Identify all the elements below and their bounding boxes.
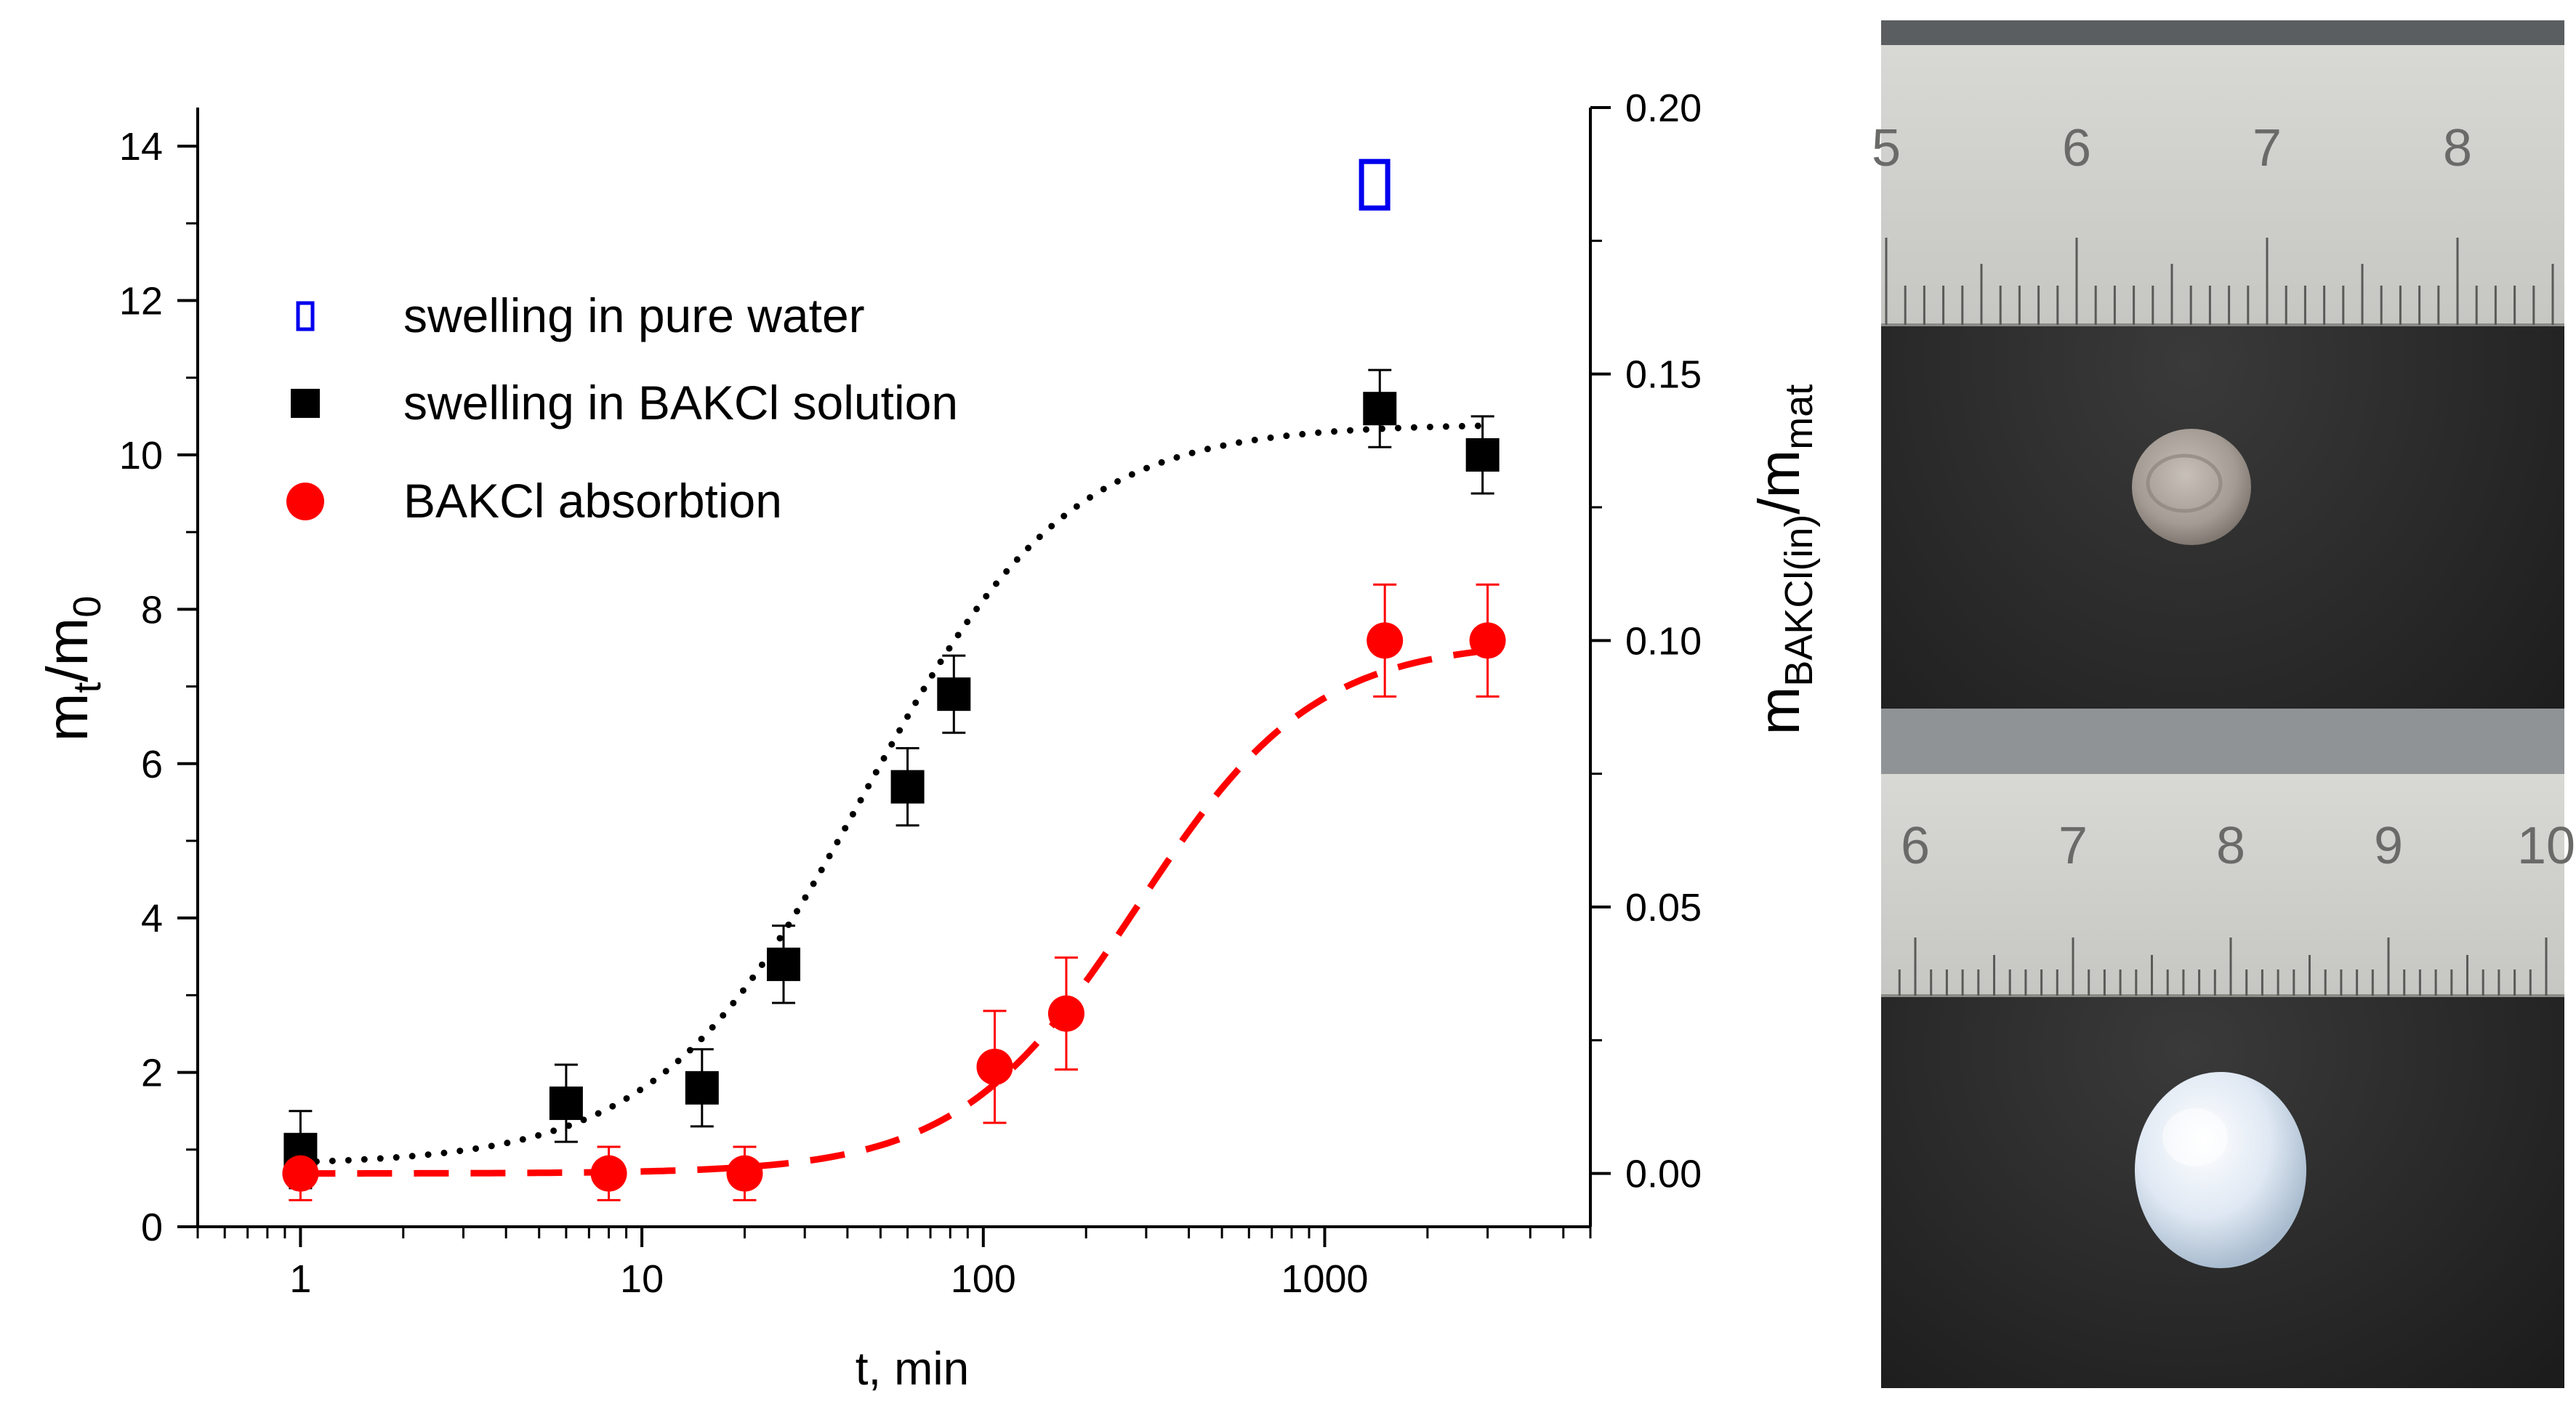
data-point-square <box>685 1071 719 1105</box>
x-tick-label: 10 <box>620 1257 664 1301</box>
y2-tick-label: 0.20 <box>1625 86 1702 130</box>
x-tick-label: 100 <box>951 1257 1016 1301</box>
data-point-circle <box>726 1155 763 1192</box>
ruler-number: 10 <box>2517 817 2575 875</box>
y2-axis-label: mBAKCl(in)/mmat <box>1747 384 1821 735</box>
bottom-ruler <box>1881 774 2564 996</box>
ruler-number: 8 <box>2216 817 2245 875</box>
ruler-number: 6 <box>1901 817 1930 875</box>
data-point-open-rect <box>1359 158 1390 211</box>
y-tick-label: 4 <box>141 897 163 940</box>
x-axis-label: t, min <box>856 1342 969 1395</box>
data-point-circle <box>282 1155 319 1192</box>
data-point-square <box>1465 438 1500 472</box>
y-tick-label: 0 <box>141 1206 163 1249</box>
legend-label: BAKCl absorbtion <box>403 474 782 528</box>
axes: 1 10 100 1000 0 2 4 6 8 10 12 14 0.00 0.05 0.10 0.15 0.2… <box>119 86 1702 1301</box>
data-point-square <box>937 677 971 711</box>
data-point-circle <box>1469 622 1506 659</box>
ruler-number: 7 <box>2253 119 2282 177</box>
top-ruler-ticks <box>1885 238 2554 325</box>
photo-dry-sample: 5 6 7 8 <box>1872 20 2564 780</box>
fit-curve <box>297 422 1486 1166</box>
bottom-ruler-numbers: 6 7 8 9 10 <box>1901 817 2575 875</box>
legend-label: swelling in BAKCl solution <box>403 376 958 430</box>
data-point-square <box>890 770 925 804</box>
y2-tick-label: 0.15 <box>1625 353 1702 397</box>
y-axis-label: mt/m0 <box>35 596 109 742</box>
swollen-gel-highlight <box>2162 1108 2228 1166</box>
y2-tick-label: 0.05 <box>1625 886 1702 930</box>
y-tick-label: 12 <box>119 280 163 323</box>
data-point-circle <box>1367 622 1404 659</box>
y2-tick-label: 0.10 <box>1625 619 1702 663</box>
dry-disc <box>2132 429 2251 545</box>
ruler-number: 9 <box>2374 817 2403 875</box>
data-point-circle <box>1047 995 1084 1032</box>
y2-tick-label: 0.00 <box>1625 1153 1702 1196</box>
legend-marker-open-rect <box>296 301 315 331</box>
legend-label: swelling in pure water <box>403 289 865 342</box>
legend-marker-square <box>291 389 320 418</box>
legend: swelling in pure water swelling in BAKCl … <box>286 289 958 528</box>
data-point-circle <box>590 1155 627 1192</box>
photo-panel: 5 6 7 8 6 7 8 9 10 <box>1872 20 2575 1388</box>
top-ruler <box>1881 45 2564 325</box>
x-tick-label: 1 <box>289 1257 311 1301</box>
photo-divider <box>1881 709 2564 778</box>
photo-top-edge-strip <box>1881 20 2564 49</box>
legend-marker-circle <box>286 483 324 520</box>
data-point-circle <box>976 1049 1013 1085</box>
y-tick-label: 8 <box>141 588 163 632</box>
y-tick-label: 10 <box>119 434 163 477</box>
y-tick-label: 6 <box>141 743 163 786</box>
x-tick-label: 1000 <box>1281 1257 1368 1301</box>
data-point-square <box>767 947 801 981</box>
photo-swollen-sample: 6 7 8 9 10 <box>1881 774 2575 1388</box>
bottom-ruler-ticks <box>1898 938 2548 996</box>
dry-disc-texture <box>2146 453 2223 513</box>
fit-curves <box>297 422 1489 1177</box>
top-ruler-numbers: 5 6 7 8 <box>1872 119 2472 177</box>
data-point-square <box>1363 392 1397 426</box>
ruler-number: 7 <box>2058 817 2088 875</box>
ruler-number: 6 <box>2062 119 2091 177</box>
data-point-square <box>549 1087 583 1121</box>
ruler-number: 5 <box>1872 119 1901 177</box>
y-tick-label: 14 <box>119 125 163 169</box>
ruler-number: 8 <box>2443 119 2472 177</box>
y-tick-label: 2 <box>141 1052 163 1095</box>
data-markers <box>282 158 1506 1192</box>
fit-curve <box>300 647 1489 1177</box>
swollen-gel <box>2135 1072 2306 1268</box>
